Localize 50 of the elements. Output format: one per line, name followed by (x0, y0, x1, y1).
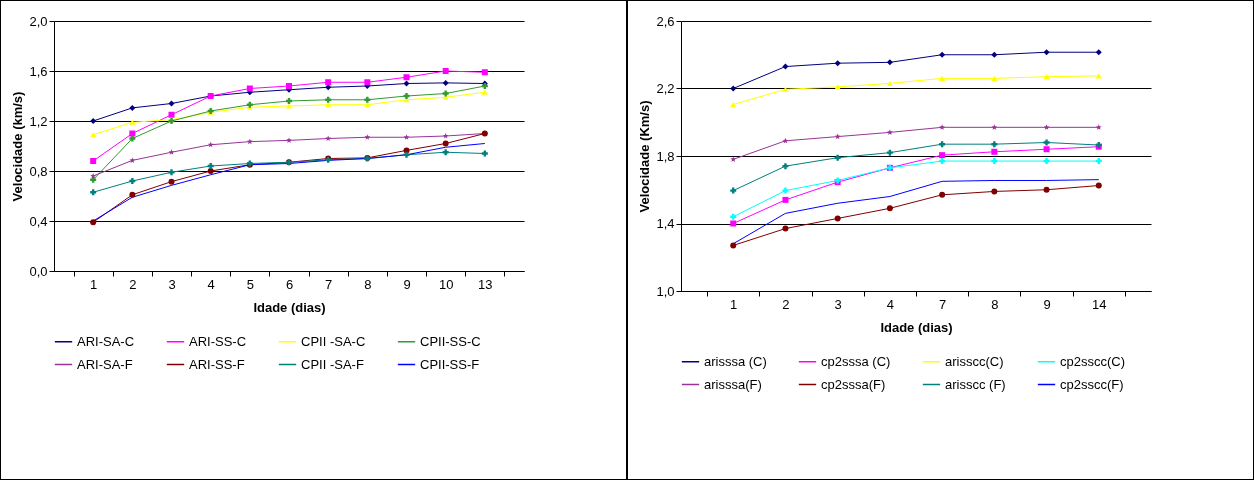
y-tick-label: 2,6 (656, 13, 675, 29)
x-tick-label: 6 (285, 276, 294, 292)
y-tick-label: 0,4 (29, 213, 48, 229)
x-tick-label: 10 (438, 276, 454, 292)
x-tick-label: 7 (938, 296, 947, 312)
legend-label: arisscc (F) (945, 376, 1006, 392)
x-tick-label: 8 (991, 296, 999, 312)
x-tick-label: 2 (782, 296, 790, 312)
x-tick-label: 4 (886, 296, 895, 312)
x-tick-label: 1 (90, 276, 98, 292)
legend-label: ARI-SA-C (77, 333, 135, 349)
y-tick-label: 1,2 (29, 113, 48, 129)
x-tick-label: 7 (325, 276, 333, 292)
legend-label: ARI-SS-F (189, 356, 245, 372)
x-tick-label: 5 (246, 276, 254, 292)
x-tick-label: 9 (1043, 296, 1051, 312)
x-axis-title: Idade (dias) (253, 299, 326, 315)
y-axis-title: Velocidade (km/s) (10, 91, 26, 202)
x-tick-label: 8 (364, 276, 372, 292)
y-tick-label: 0,8 (29, 163, 48, 179)
x-axis-title: Idade (dias) (880, 319, 953, 335)
legend-label: ARI-SS-C (189, 333, 247, 349)
x-tick-label: 3 (168, 276, 176, 292)
y-tick-label: 2,2 (656, 81, 675, 96)
legend-label: CPII-SS-C (420, 333, 481, 349)
y-tick-label: 1,4 (656, 216, 675, 231)
x-tick-label: 1 (730, 296, 738, 312)
legend-label: CPII-SS-F (420, 356, 480, 372)
y-axis-title: Velocidade (Km/s) (637, 100, 653, 213)
legend-label: CPII -SA-F (301, 356, 364, 372)
x-tick-label: 9 (403, 276, 411, 292)
legend-label: cp2sssa(F) (821, 376, 886, 392)
legend-label: cp2sscc(F) (1060, 376, 1124, 392)
legend-label: arisssa(F) (704, 376, 762, 392)
x-tick-label: 2 (129, 276, 137, 292)
x-tick-label: 13 (478, 276, 493, 292)
y-tick-label: 1,0 (656, 283, 675, 299)
legend-label: ARI-SA-F (77, 356, 133, 372)
y-tick-label: 2,0 (29, 13, 48, 29)
y-tick-label: 0,0 (29, 263, 48, 279)
x-tick-label: 3 (834, 296, 842, 312)
x-tick-label: 4 (207, 276, 215, 292)
y-tick-label: 1,6 (29, 63, 48, 79)
legend-label: CPII -SA-C (301, 333, 366, 349)
legend-label: arisscc(C) (945, 353, 1004, 369)
x-tick-label: 14 (1092, 296, 1107, 312)
legend-label: arisssa (C) (704, 353, 767, 369)
y-tick-label: 1,8 (656, 148, 675, 164)
legend-label: cp2sscc(C) (1060, 353, 1126, 369)
legend-label: cp2sssa (C) (821, 353, 891, 369)
